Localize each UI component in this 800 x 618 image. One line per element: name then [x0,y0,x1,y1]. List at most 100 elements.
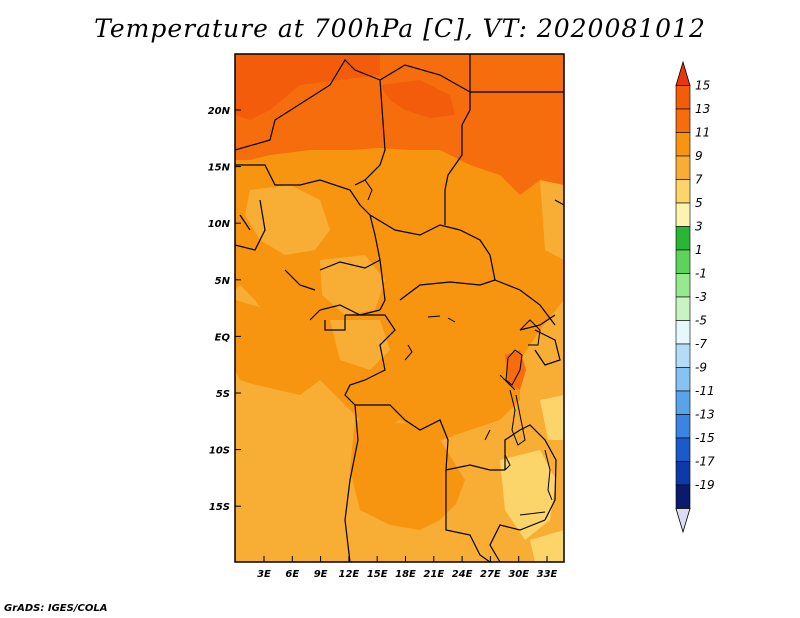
legend-label: 9 [695,149,703,163]
legend-swatch [675,226,691,251]
border-line [239,214,251,231]
lat-tick-label: 15S [209,502,230,513]
legend-label: 11 [695,126,710,140]
lakes-and-rivers [364,179,553,516]
legend-label: -11 [695,384,715,398]
legend-swatch [675,273,691,298]
legend-swatch [675,296,691,321]
legend-label: 13 [695,102,710,116]
lat-tick-label: 10N [208,219,231,230]
lat-tick-label: 15N [208,163,231,174]
border-line [494,279,556,326]
field-band-9-11 [350,420,470,530]
legend-swatch [675,249,691,274]
lake-kariba [519,511,546,516]
lake-tanganyika [509,389,526,446]
border-line [554,199,564,206]
legend-swatch [675,437,691,462]
border-line [284,269,316,291]
border-line [344,404,359,562]
field-band-7-9 [235,380,350,562]
lon-tick-label: 18E [395,569,416,580]
legend-label: -9 [695,361,707,375]
legend-label: -13 [695,408,715,422]
lat-tick-label: 10S [209,446,230,457]
border-line [504,424,557,521]
legend-label: 15 [695,79,710,93]
legend-label: 3 [695,220,703,234]
border-line [399,279,496,301]
lon-tick-label: 27E [480,569,501,580]
lake-malawi [544,449,553,501]
legend-label: 1 [695,243,703,257]
border-line [235,164,371,216]
legend-label: -1 [695,267,707,281]
legend-swatch [675,320,691,345]
field-band-13-15 [235,54,380,120]
lake-mweru [484,429,511,471]
field-band-7-9 [540,170,564,260]
lat-tick-label: 5N [215,276,231,287]
lon-tick-label: 15E [367,569,388,580]
border-line [369,214,496,281]
legend-swatch [675,414,691,439]
border-line [235,199,266,251]
border-line [344,314,396,406]
legend-swatch [675,461,691,486]
lon-tick-label: 6E [285,569,299,580]
chart-title: Temperature at 700hPa [C], VT: 202008101… [94,14,706,43]
field-band-7-9 [320,255,385,315]
river-ubangi [404,344,413,361]
lat-tick-label: EQ [215,332,231,343]
border-line [489,519,546,562]
lon-tick-label: 21E [423,569,444,580]
legend-swatch [675,202,691,227]
legend-swatch [675,367,691,392]
border-line [444,92,471,191]
legend-label: -5 [695,314,707,328]
border-line [235,59,386,186]
lon-tick-label: 33E [537,569,558,580]
field-band-5-7 [530,530,564,562]
field-band-7-9 [245,185,330,255]
border-line [324,315,346,331]
lon-tick-label: 30E [508,569,529,580]
legend-label: -7 [695,337,707,351]
lat-tick-label: 20N [208,106,231,117]
legend-swatch [675,85,691,110]
field-band-13-15 [380,80,455,118]
legend-label: -3 [695,290,707,304]
legend-swatch [675,390,691,415]
lake-chad [364,179,373,201]
legend-swatch [675,179,691,204]
lon-tick-label: 24E [452,569,473,580]
lon-tick-label: 3E [257,569,271,580]
lon-tick-label: 9E [314,569,328,580]
legend-label: -17 [695,455,715,469]
field-band-9-11 [235,300,320,395]
legend-label: -19 [695,478,715,492]
legend-arrow-top [675,60,691,86]
grads-credit: GrADS: IGES/COLA [4,603,108,614]
border-line [355,404,505,471]
lat-tick-label: 5S [216,389,230,400]
color-legend: 15 13 11 9 7 5 3 1 -1 -3 -5 -7 -9 -11 -13 -15 -17 -19 [675,60,715,534]
legend-swatch [675,343,691,368]
field-band-11-13 [235,54,564,195]
border-line [379,54,471,94]
legend-label: -15 [695,431,715,445]
border-line [309,304,381,321]
lake-albert [519,319,541,346]
field-band-11-13 [505,350,526,390]
field-band-7-9 [330,320,390,370]
legend-swatch [675,155,691,180]
latitude-axis: 20N 15N 10N 5N EQ 5S 10S 15S [208,106,241,513]
lake-kivu [505,349,523,386]
lon-tick-label: 12E [339,569,360,580]
border-line [534,329,561,366]
field-band-5-7 [540,395,564,440]
country-borders [235,54,564,562]
legend-swatch [675,108,691,133]
border-line [445,470,491,562]
border-line [519,314,556,331]
